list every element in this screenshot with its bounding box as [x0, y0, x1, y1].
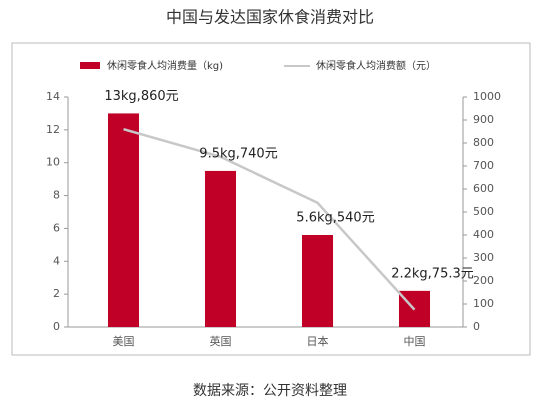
x-tick-label: 美国 — [113, 335, 135, 348]
y-tick-label: 4 — [53, 254, 60, 267]
legend-swatch — [80, 62, 100, 69]
y-tick-label: 0 — [53, 320, 60, 333]
data-annotation: 2.2kg,75.3元 — [391, 266, 474, 281]
y2-tick-label: 900 — [473, 113, 494, 126]
y2-tick-label: 0 — [473, 320, 480, 333]
y2-tick-label: 100 — [473, 297, 494, 310]
bar — [301, 235, 334, 327]
y-tick-label: 10 — [46, 156, 60, 169]
legend-label: 休闲零食人均消费额（元） — [316, 59, 436, 72]
x-tick-label: 中国 — [404, 335, 426, 348]
y-tick-label: 12 — [46, 123, 60, 136]
chart-title: 中国与发达国家休食消费对比 — [166, 8, 374, 27]
y-tick-label: 2 — [53, 287, 60, 300]
y2-tick-label: 200 — [473, 274, 494, 287]
bar — [107, 113, 140, 327]
y2-tick-label: 400 — [473, 228, 494, 241]
y-tick-label: 6 — [53, 221, 60, 234]
legend-label: 休闲零食人均消费量（kg) — [107, 59, 223, 72]
y2-tick-label: 700 — [473, 159, 494, 172]
y-tick-label: 8 — [53, 189, 60, 202]
y2-tick-label: 300 — [473, 251, 494, 264]
source-note: 数据来源：公开资料整理 — [193, 383, 347, 399]
y-tick-label: 14 — [46, 90, 60, 103]
x-tick-label: 英国 — [210, 334, 232, 348]
y2-tick-label: 600 — [473, 182, 494, 195]
y2-tick-label: 800 — [473, 136, 494, 149]
y2-tick-label: 500 — [473, 205, 494, 218]
y2-tick-label: 1000 — [473, 90, 501, 103]
chart-frame — [11, 42, 531, 356]
data-annotation: 5.6kg,540元 — [296, 211, 374, 226]
data-annotation: 13kg,860元 — [104, 89, 178, 104]
line — [123, 127, 416, 311]
data-annotation: 9.5kg,740元 — [199, 146, 277, 161]
bar — [204, 170, 237, 327]
x-tick-label: 日本 — [307, 334, 329, 348]
